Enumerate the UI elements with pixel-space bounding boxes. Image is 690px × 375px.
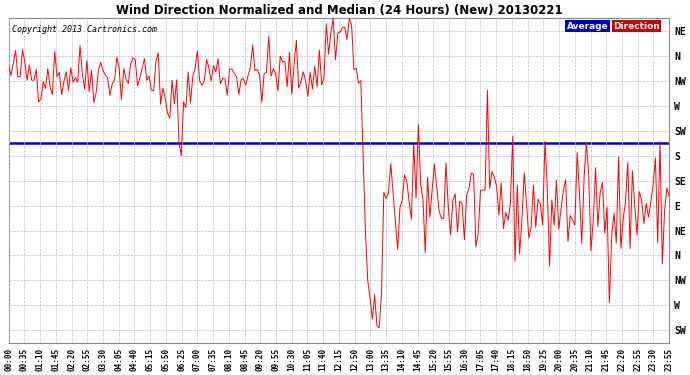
- Text: Direction: Direction: [613, 22, 660, 31]
- Text: Average: Average: [567, 22, 609, 31]
- Text: Copyright 2013 Cartronics.com: Copyright 2013 Cartronics.com: [12, 25, 157, 34]
- Title: Wind Direction Normalized and Median (24 Hours) (New) 20130221: Wind Direction Normalized and Median (24…: [116, 4, 562, 17]
